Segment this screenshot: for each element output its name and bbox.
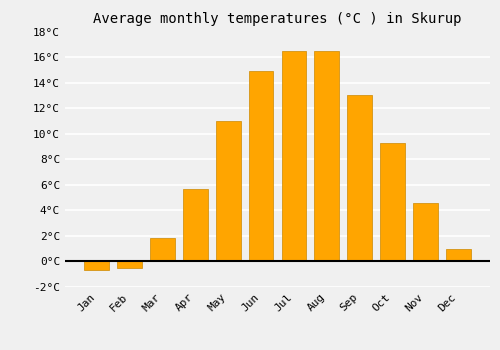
Bar <box>183 189 208 261</box>
Bar <box>84 261 109 271</box>
Bar <box>348 95 372 261</box>
Bar <box>150 238 174 261</box>
Bar <box>446 248 470 261</box>
Bar <box>117 261 142 268</box>
Title: Average monthly temperatures (°C ) in Skurup: Average monthly temperatures (°C ) in Sk… <box>93 12 462 26</box>
Bar <box>380 143 405 261</box>
Bar <box>216 121 240 261</box>
Bar <box>248 71 274 261</box>
Bar <box>413 203 438 261</box>
Bar <box>314 51 339 261</box>
Bar <box>282 51 306 261</box>
